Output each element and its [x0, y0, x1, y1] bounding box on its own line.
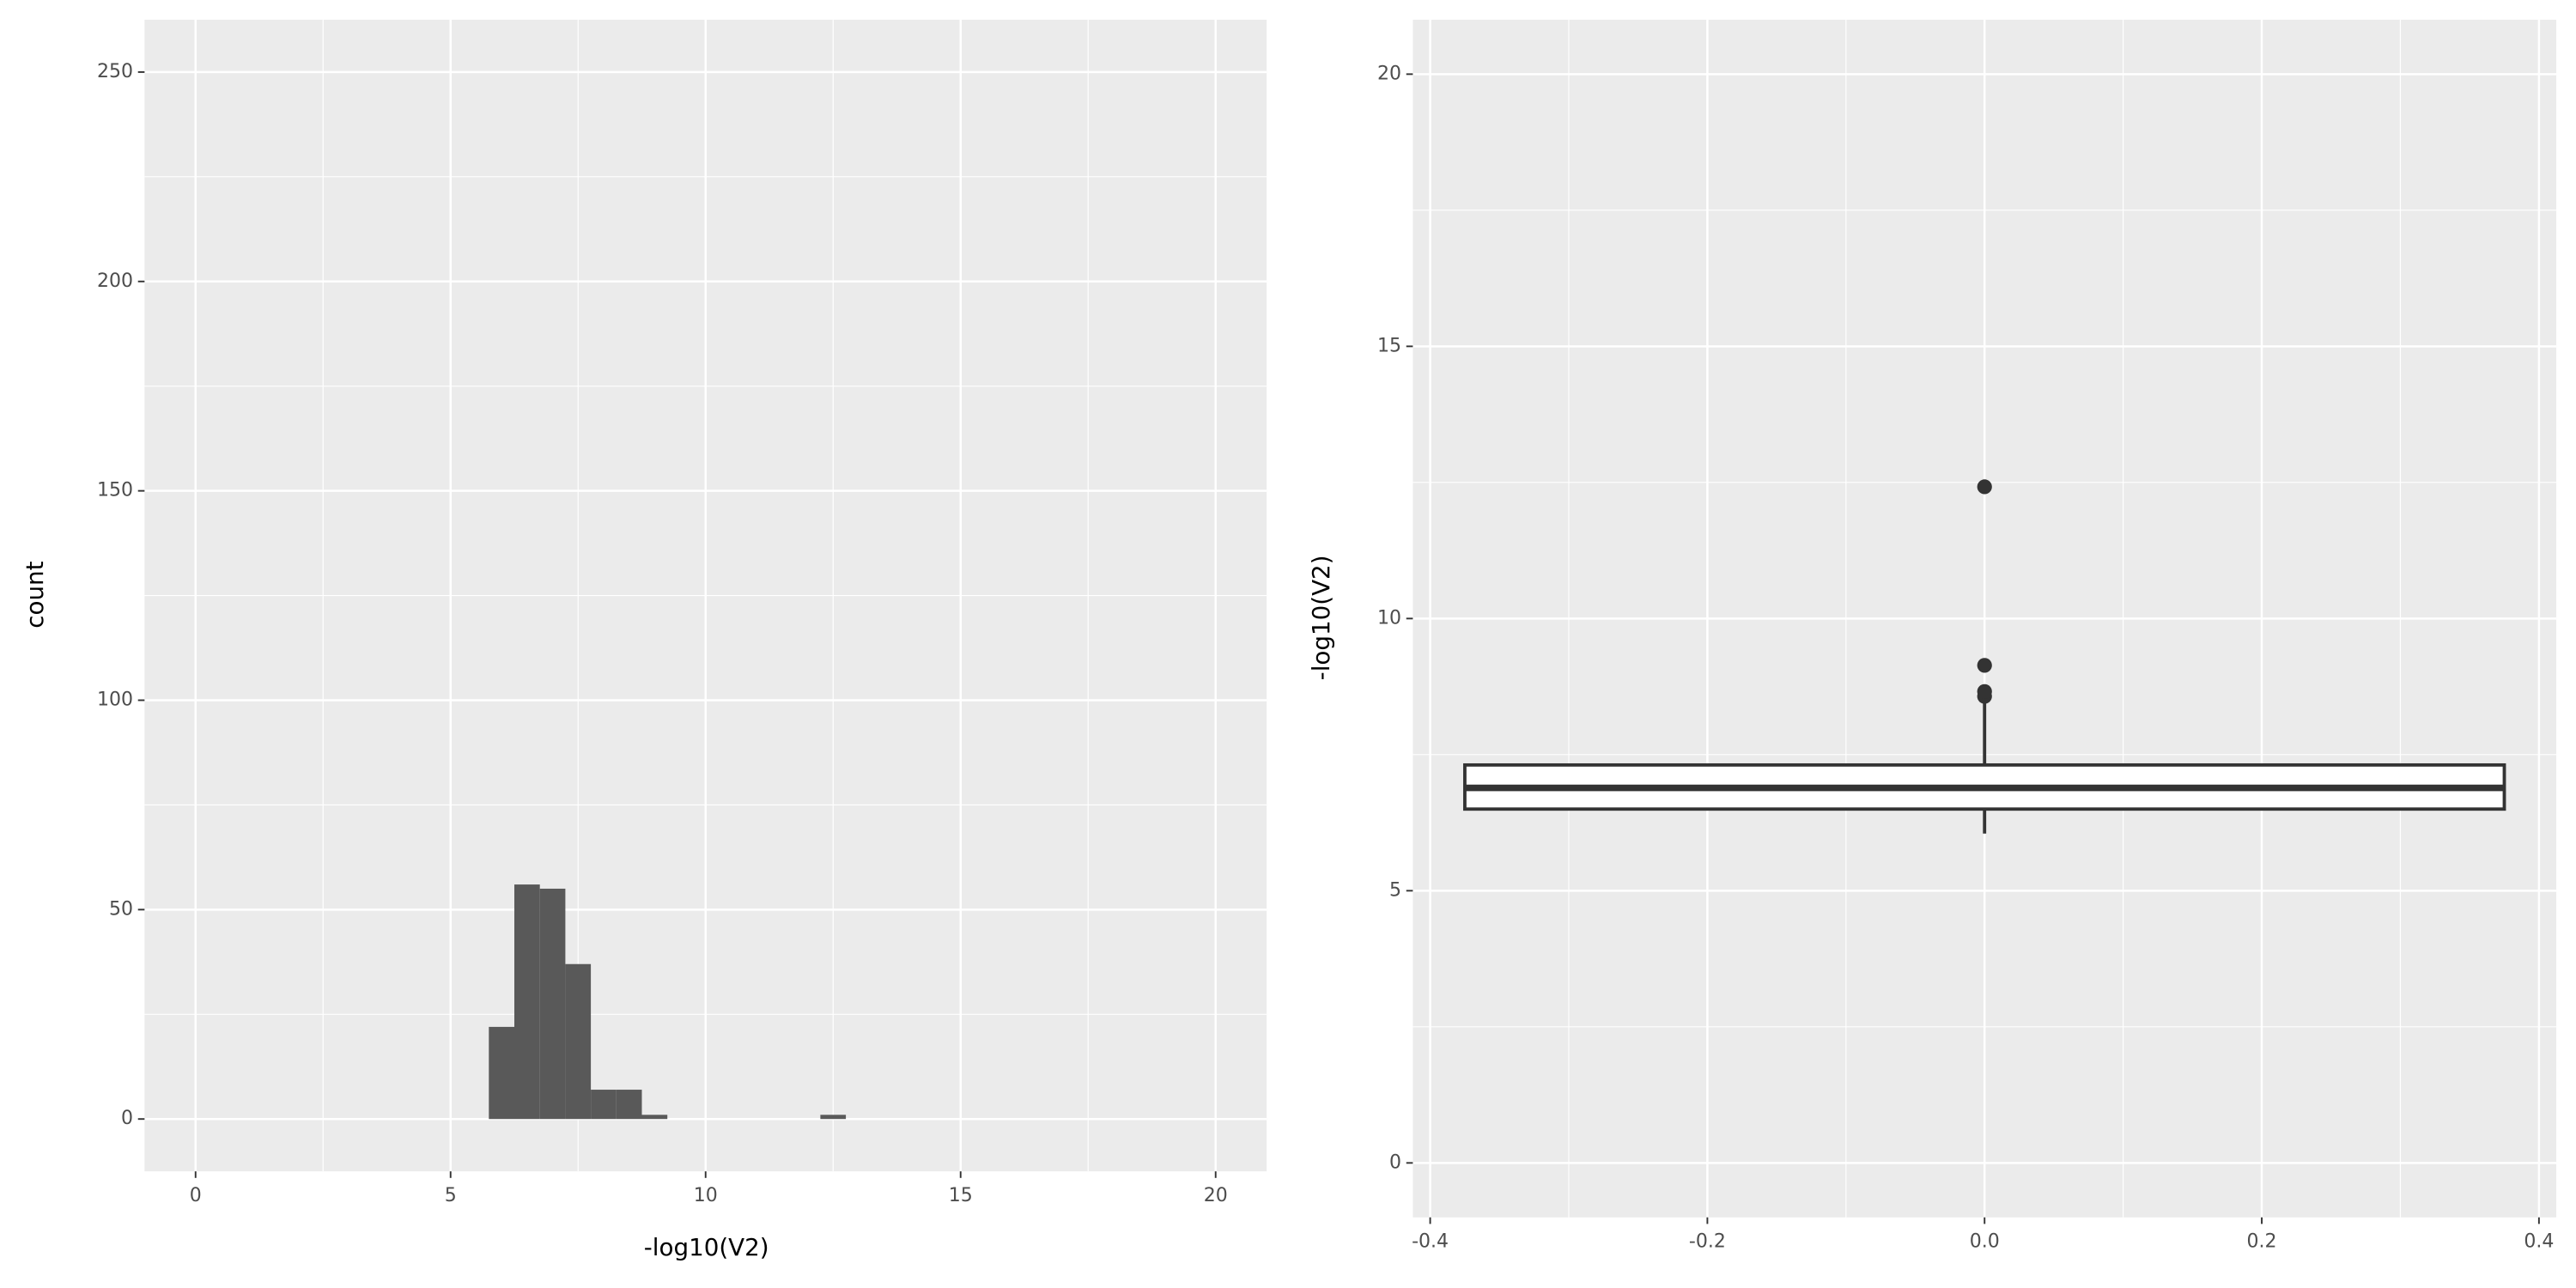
x-tick-label: -0.2	[1689, 1230, 1726, 1252]
x-tick-label: 15	[949, 1185, 973, 1206]
histogram-bar	[514, 884, 540, 1120]
y-tick-label: 15	[1377, 335, 1401, 356]
histogram-bar	[565, 963, 592, 1120]
histogram-bar	[591, 1090, 617, 1120]
x-axis-title: -log10(V2)	[644, 1233, 769, 1261]
histogram-bar	[489, 1026, 515, 1120]
x-tick-label: 10	[694, 1185, 718, 1206]
y-tick-label: 10	[1377, 607, 1401, 629]
y-tick-label: 0	[1389, 1151, 1401, 1173]
histogram-bar	[820, 1115, 847, 1120]
x-tick-label: 0.4	[2524, 1230, 2554, 1252]
x-tick-label: 0.0	[1970, 1230, 2000, 1252]
x-tick-label: 0.2	[2247, 1230, 2277, 1252]
y-tick-label: 5	[1389, 879, 1401, 901]
x-tick-label: 5	[445, 1185, 457, 1206]
histogram-bar	[616, 1090, 642, 1120]
outlier	[1977, 658, 1992, 673]
y-tick-label: 250	[97, 61, 133, 82]
y-axis-title: count	[21, 561, 49, 628]
outlier	[1977, 479, 1992, 495]
y-tick-label: 200	[97, 270, 133, 292]
y-tick-label: 150	[97, 480, 133, 501]
y-axis-title: -log10(V2)	[1307, 555, 1335, 680]
x-tick-label: -0.4	[1412, 1230, 1449, 1252]
y-tick-label: 100	[97, 689, 133, 710]
histogram-bar	[641, 1115, 668, 1120]
x-tick-label: 20	[1204, 1185, 1228, 1206]
histogram-bar	[539, 888, 566, 1120]
y-tick-label: 50	[109, 898, 133, 920]
y-tick-label: 0	[121, 1108, 133, 1129]
outlier	[1977, 683, 1992, 699]
y-tick-label: 20	[1377, 63, 1401, 84]
x-tick-label: 0	[190, 1185, 202, 1206]
